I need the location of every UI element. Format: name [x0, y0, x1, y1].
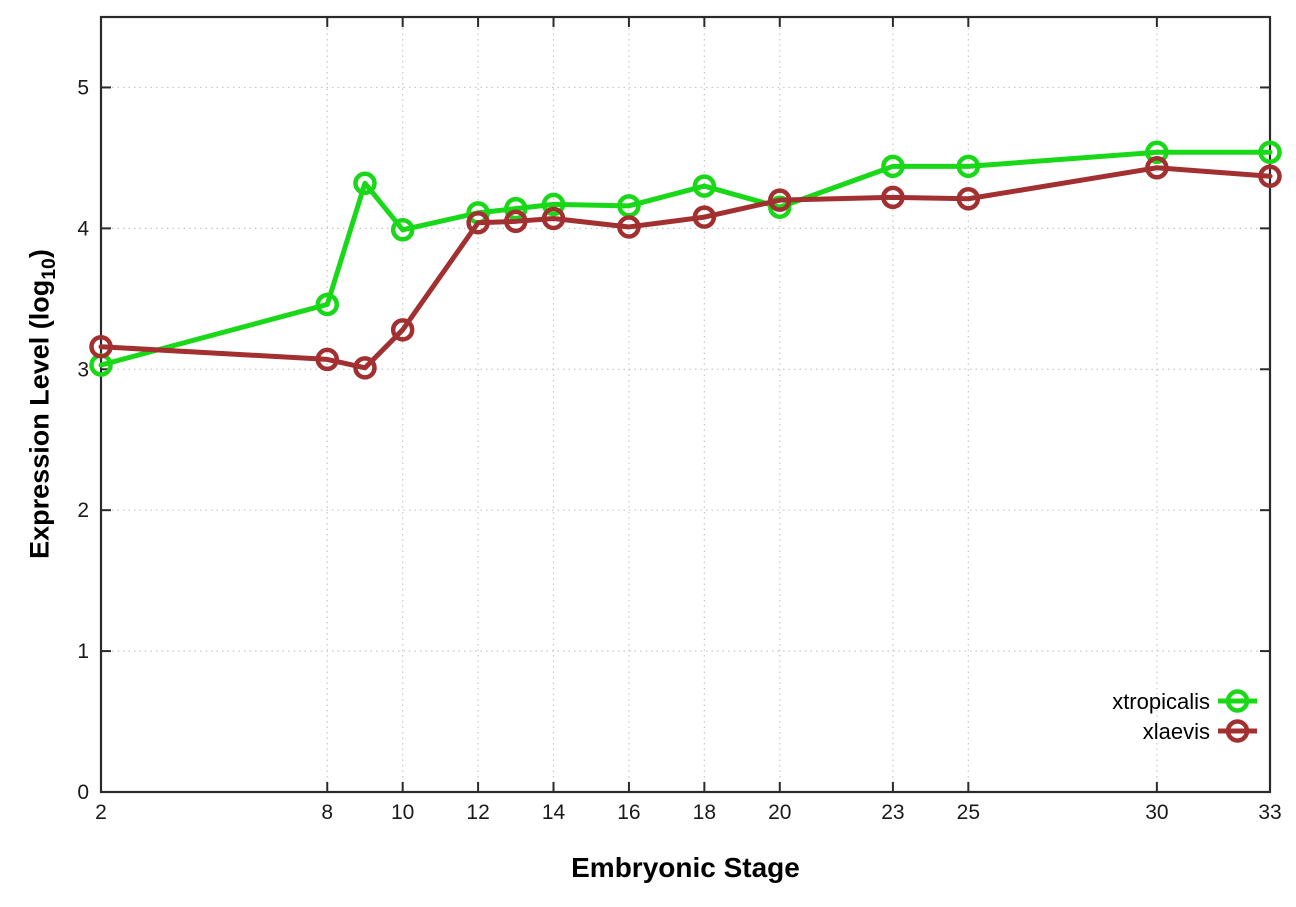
plot-border	[99, 15, 1272, 794]
data-point-xtropicalis-9	[353, 171, 377, 196]
y-tick-label: 5	[77, 76, 89, 99]
x-tick-label: 20	[768, 801, 791, 824]
series-line-xtropicalis	[98, 149, 1273, 368]
legend-label-xtropicalis: xtropicalis	[1112, 689, 1210, 714]
y-tick-label: 1	[77, 640, 89, 663]
data-point-xlaevis-2	[89, 334, 113, 359]
x-tick-label: 2	[95, 801, 107, 824]
data-point-xtropicalis-8	[315, 292, 340, 317]
data-point-xlaevis-14	[541, 206, 566, 231]
data-point-xlaevis-18	[692, 205, 717, 229]
legend: xtropicalis xlaevis	[1112, 689, 1257, 744]
y-tick-label: 4	[77, 217, 89, 240]
data-point-xtropicalis-10	[390, 218, 415, 242]
x-tick-label: 25	[957, 801, 980, 824]
y-tick-label: 0	[77, 781, 89, 804]
tick-marks	[100, 17, 1271, 793]
y-axis-title-text: Expression Level (log	[24, 279, 55, 559]
x-tick-label: 10	[391, 801, 414, 824]
data-point-xlaevis-16	[617, 215, 641, 239]
legend-marker-xtropicalis	[1225, 689, 1250, 713]
data-point-xtropicalis-25	[956, 154, 981, 179]
data-point-xtropicalis-13	[504, 196, 528, 221]
data-point-xtropicalis-14	[541, 192, 566, 217]
x-tick-label: 33	[1258, 801, 1281, 824]
data-point-xlaevis-30	[1145, 156, 1169, 180]
data-point-xlaevis-8	[315, 347, 340, 372]
data-point-xlaevis-23	[881, 185, 905, 210]
data-point-xlaevis-9	[353, 356, 377, 380]
y-tick-label: 2	[77, 499, 89, 522]
legend-label-xlaevis: xlaevis	[1143, 719, 1210, 744]
x-tick-label: 14	[542, 801, 566, 824]
y-axis-title-subscript: 10	[37, 258, 60, 280]
y-axis-title: Expression Level (log10)	[24, 249, 60, 559]
data-point-xlaevis-12	[466, 210, 490, 235]
y-axis-title-close: )	[24, 249, 55, 259]
data-point-xtropicalis-23	[881, 154, 905, 179]
data-point-xlaevis-33	[1258, 164, 1282, 188]
data-point-xlaevis-25	[956, 187, 981, 211]
x-tick-label: 18	[693, 801, 716, 824]
gridlines	[101, 17, 1270, 792]
data-point-xtropicalis-33	[1258, 140, 1282, 165]
data-point-xlaevis-10	[390, 318, 415, 342]
x-tick-label: 23	[881, 801, 904, 824]
x-axis-title: Embryonic Stage	[571, 852, 800, 883]
x-tick-label: 12	[466, 801, 489, 824]
series-line-xlaevis	[98, 165, 1273, 371]
data-point-xtropicalis-30	[1145, 140, 1169, 165]
x-tick-label: 16	[617, 801, 640, 824]
series-xlaevis	[89, 156, 1282, 380]
y-tick-label: 3	[77, 358, 89, 381]
data-point-xlaevis-13	[504, 209, 528, 234]
data-point-xlaevis-20	[768, 188, 792, 212]
x-tick-label: 8	[321, 801, 333, 824]
x-tick-label: 30	[1145, 801, 1168, 824]
data-point-xtropicalis-18	[692, 174, 717, 198]
legend-marker-xlaevis	[1225, 719, 1250, 743]
